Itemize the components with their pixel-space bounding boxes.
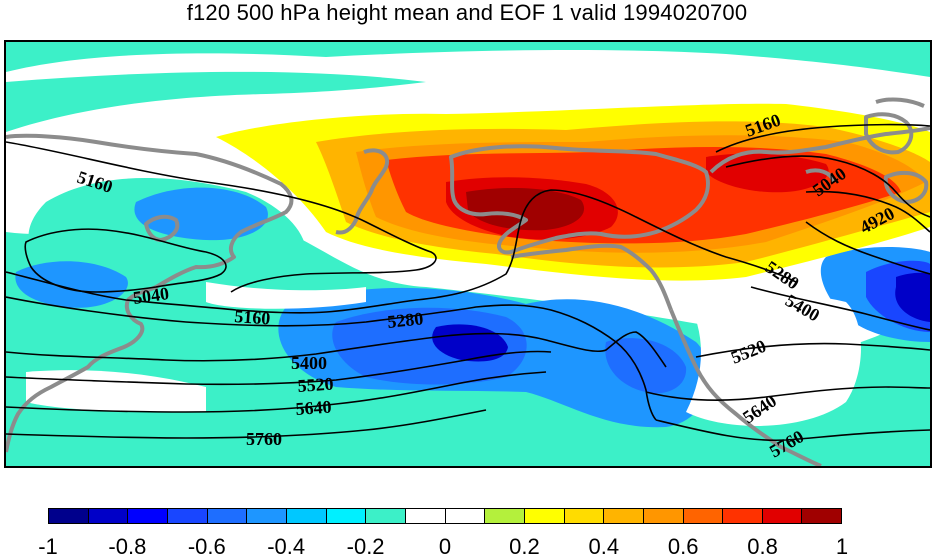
shade-center-white [206, 282, 366, 309]
contour-label: 5640 [295, 397, 332, 419]
colorbar-swatch [485, 509, 525, 523]
contour-5760-east [655, 419, 930, 442]
contour-label: 5040 [132, 283, 170, 308]
colorbar-swatch [286, 509, 327, 523]
contour-label: 5760 [246, 429, 282, 449]
colorbar-swatch [207, 509, 248, 523]
colorbar-swatch [88, 509, 129, 523]
colorbar-swatch [604, 509, 644, 523]
coast-islands-1 [864, 112, 914, 155]
coast-asia [6, 133, 294, 453]
colorbar-swatch [128, 509, 168, 523]
contour-5400-east [750, 286, 930, 331]
contour-label: 5400 [291, 353, 327, 373]
colorbar-swatch [366, 509, 406, 523]
coast-islands-2 [883, 170, 929, 204]
colorbar-swatch [683, 509, 724, 523]
contour-4920-east [805, 190, 930, 233]
map-panel: 5160 5040 5160 5280 5400 5520 5640 5760 … [4, 40, 932, 468]
colorbar-swatch [445, 509, 486, 523]
shade-north-band [6, 42, 930, 77]
coast-kamchatka [335, 148, 390, 235]
shade-north-band-2 [6, 71, 426, 132]
colorbar-tick-label: 0.4 [588, 534, 620, 559]
colorbar-swatch [564, 509, 605, 523]
colorbar-tick-label: -0.6 [187, 534, 226, 559]
coast-baffin [875, 97, 925, 108]
contour-5040-east [725, 155, 930, 218]
map-canvas: 5160 5040 5160 5280 5400 5520 5640 5760 … [6, 42, 930, 466]
contour-5640 [6, 371, 547, 413]
coast-islands-3 [805, 168, 836, 183]
chart-title: f120 500 hPa height mean and EOF 1 valid… [186, 0, 748, 25]
colorbar-swatch [167, 509, 208, 523]
colorbar-tick-label: -0.8 [108, 534, 147, 559]
contour-5280 [6, 296, 657, 421]
height-contours [6, 123, 930, 442]
colorbar-swatch [49, 509, 89, 523]
contour-5040-west [24, 228, 227, 293]
contour-5160-east [715, 123, 930, 153]
contour-5160-north [6, 141, 437, 293]
shade-east-white [686, 292, 861, 426]
coast-na-north [709, 126, 930, 174]
shade-warm-maroon-2 [706, 153, 829, 193]
contour-5280-east [805, 221, 930, 275]
colorbar-swatch [247, 509, 287, 523]
colorbar-tick-label: -0.2 [346, 534, 385, 559]
contour-5520 [6, 350, 552, 386]
coast-alaska [449, 144, 710, 255]
colorbar-tick-label: 1 [835, 534, 849, 559]
colorbar-tick-label: 0.2 [509, 534, 540, 559]
colorbar-tick-label: 0.6 [667, 534, 699, 559]
colorbar-swatch [762, 509, 803, 523]
contour-5640-east [645, 386, 930, 402]
colorbar-swatch [326, 509, 367, 523]
shade-west-lightblue [15, 261, 128, 308]
eof-shading [6, 42, 930, 466]
coastlines [6, 97, 930, 466]
coast-aleutians [510, 243, 673, 311]
coast-japan [144, 214, 180, 242]
contour-5760 [6, 409, 487, 439]
colorbar-tick-label: -1 [38, 534, 58, 559]
colorbar-swatch [405, 509, 446, 523]
colorbar-swatch [643, 509, 684, 523]
shade-east-darkblue [895, 272, 930, 322]
colorbar-swatch [524, 509, 565, 523]
colorbar-swatch [802, 509, 842, 523]
colorbar-tick-label: -0.4 [267, 534, 306, 559]
contour-5520-east [695, 342, 930, 358]
colorbar-tick-label: 0.8 [747, 534, 778, 559]
coast-na-west [669, 309, 822, 466]
contour-label: 5280 [386, 308, 424, 332]
contour-label: 5160 [234, 306, 271, 328]
colorbar [48, 508, 842, 524]
contour-5160-west [6, 189, 797, 314]
colorbar-tick-label: 0 [438, 534, 452, 559]
shade-nw-lightblue [134, 187, 268, 241]
contour-label: 5520 [297, 374, 334, 396]
contour-5400 [6, 331, 667, 368]
colorbar-swatch [723, 509, 763, 523]
